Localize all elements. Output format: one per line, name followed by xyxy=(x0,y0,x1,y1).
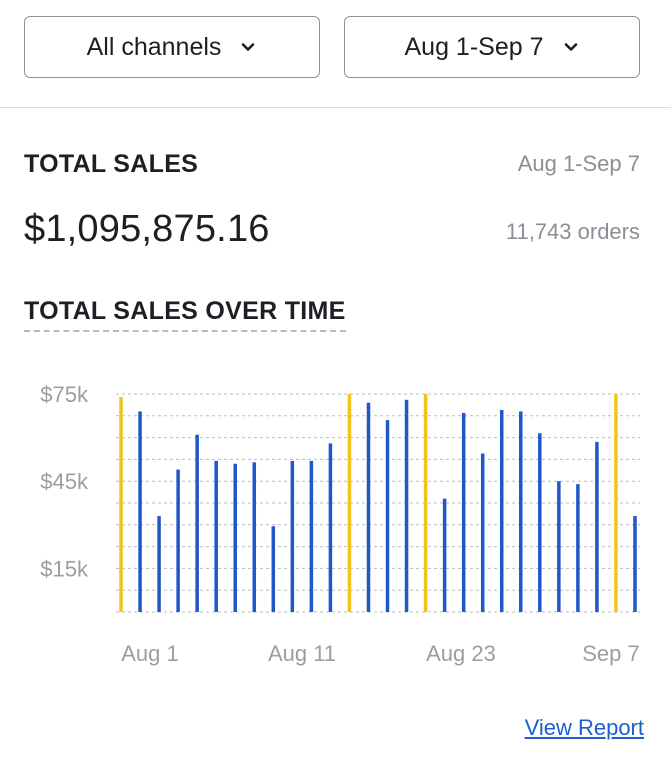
x-tick-label: Aug 11 xyxy=(268,641,336,666)
total-sales-heading: TOTAL SALES xyxy=(24,150,199,178)
bar xyxy=(176,469,180,612)
chevron-down-icon xyxy=(242,43,255,51)
order-count: 11,743 orders xyxy=(505,219,640,244)
x-tick-label: Sep 7 xyxy=(582,641,640,666)
bar xyxy=(214,460,218,612)
sales-bar-chart: $75k $45k $15k Aug 1 Aug 11 Aug 23 Sep 7 xyxy=(40,382,640,666)
chevron-down-icon xyxy=(564,43,577,51)
view-report-link[interactable]: View Report xyxy=(524,715,644,740)
bar xyxy=(138,411,142,612)
total-sales-value: $1,095,875.16 xyxy=(24,208,270,250)
bar xyxy=(595,441,599,612)
channel-select-label: All channels xyxy=(86,32,222,61)
y-tick-label: $75k xyxy=(40,382,89,407)
bar xyxy=(442,498,447,612)
total-sales-range: Aug 1-Sep 7 xyxy=(517,151,640,176)
bar xyxy=(633,516,637,612)
chart-title[interactable]: TOTAL SALES OVER TIME xyxy=(24,297,346,332)
highlighted-bar xyxy=(614,394,618,612)
bar xyxy=(576,484,580,612)
date-range-select-label: Aug 1-Sep 7 xyxy=(404,32,544,61)
bar xyxy=(290,460,295,612)
highlighted-bar xyxy=(347,394,352,612)
bar xyxy=(519,411,523,612)
bar xyxy=(538,433,542,612)
filter-bar: All channels Aug 1-Sep 7 xyxy=(0,0,671,108)
bar xyxy=(404,399,409,612)
bar xyxy=(271,526,276,612)
bar xyxy=(499,409,504,612)
bar xyxy=(385,420,390,612)
highlighted-bar xyxy=(423,394,428,612)
y-tick-label: $15k xyxy=(40,556,89,581)
bar xyxy=(461,412,466,612)
bar xyxy=(252,462,257,612)
channel-select[interactable]: All channels xyxy=(24,16,320,78)
bar xyxy=(309,460,314,612)
x-tick-label: Aug 23 xyxy=(426,641,496,666)
bar xyxy=(328,443,333,612)
x-tick-label: Aug 1 xyxy=(121,641,179,666)
highlighted-bar xyxy=(119,396,123,612)
bar xyxy=(195,434,199,612)
bar xyxy=(233,463,237,612)
bar xyxy=(157,516,161,612)
date-range-select[interactable]: Aug 1-Sep 7 xyxy=(344,16,640,78)
bar xyxy=(480,453,485,612)
bar xyxy=(366,402,371,612)
y-tick-label: $45k xyxy=(40,469,89,494)
bar xyxy=(557,481,561,612)
